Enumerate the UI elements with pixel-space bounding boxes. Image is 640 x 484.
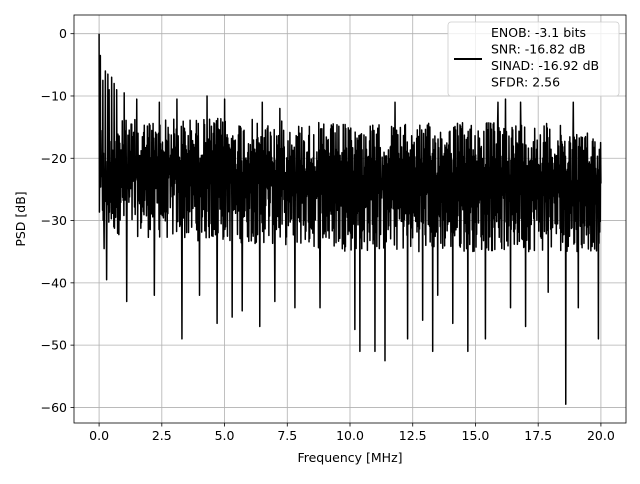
x-tick-label: 20.0 xyxy=(587,428,615,443)
y-tick-label: −30 xyxy=(41,213,67,228)
x-tick-label: 10.0 xyxy=(336,428,364,443)
legend-entry-snr: SNR: -16.82 dB xyxy=(491,42,586,57)
psd-series-line xyxy=(98,33,602,406)
x-tick-label: 2.5 xyxy=(152,428,172,443)
x-tick-label: 0.0 xyxy=(89,428,109,443)
x-tick-label: 17.5 xyxy=(524,428,552,443)
y-axis-ticks: 0 −10 −20 −30 −40 −50 −60 xyxy=(41,26,74,415)
x-tick-label: 7.5 xyxy=(277,428,297,443)
x-tick-label: 15.0 xyxy=(462,428,490,443)
x-axis-label: Frequency [MHz] xyxy=(297,450,402,465)
y-tick-label: 0 xyxy=(59,26,67,41)
y-tick-label: −10 xyxy=(41,88,67,103)
legend-entry-sfdr: SFDR: 2.56 xyxy=(491,75,560,90)
y-tick-label: −50 xyxy=(41,338,67,353)
y-tick-label: −20 xyxy=(41,151,67,166)
legend-entry-sinad: SINAD: -16.92 dB xyxy=(491,58,599,73)
x-tick-label: 12.5 xyxy=(399,428,427,443)
legend-entry-enob: ENOB: -3.1 bits xyxy=(491,25,586,40)
legend: ENOB: -3.1 bits SNR: -16.82 dB SINAD: -1… xyxy=(447,21,620,97)
x-tick-label: 5.0 xyxy=(215,428,235,443)
y-tick-label: −40 xyxy=(41,275,67,290)
series-layer xyxy=(98,33,602,406)
y-tick-label: −60 xyxy=(41,400,67,415)
x-axis-ticks: 0.0 2.5 5.0 7.5 10.0 12.5 15.0 17.5 20.0 xyxy=(89,423,615,443)
y-axis-label: PSD [dB] xyxy=(13,191,28,246)
legend-box xyxy=(447,21,620,97)
